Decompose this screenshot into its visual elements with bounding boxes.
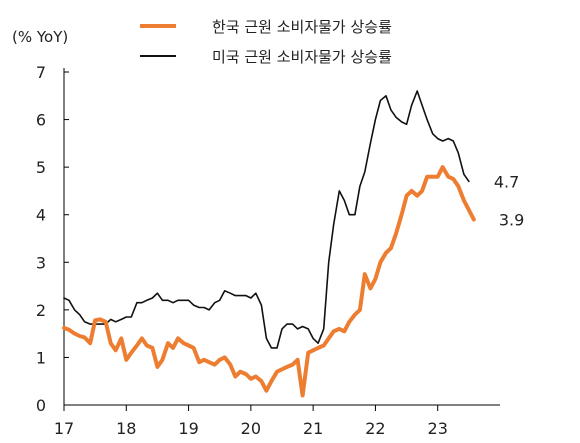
y-tick-label: 3 xyxy=(36,253,46,272)
y-tick-label: 0 xyxy=(36,396,46,415)
y-axis-label: (% YoY) xyxy=(12,28,68,46)
series-line-us xyxy=(63,90,470,349)
x-tick-label: 19 xyxy=(178,419,198,438)
x-tick-label: 22 xyxy=(365,419,385,438)
legend: 한국 근원 소비자물가 상승률 미국 근원 소비자물가 상승률 xyxy=(140,18,392,66)
x-tick-label: 20 xyxy=(241,419,261,438)
series-layer xyxy=(62,90,476,398)
y-tick-label: 4 xyxy=(36,206,46,225)
legend-label-korea: 한국 근원 소비자물가 상승률 xyxy=(212,18,392,36)
legend-label-us: 미국 근원 소비자물가 상승률 xyxy=(212,48,392,66)
y-tick-label: 2 xyxy=(36,301,46,320)
end-label-korea: 3.9 xyxy=(499,210,524,229)
y-tick-label: 5 xyxy=(36,158,46,177)
y-tick-label: 6 xyxy=(36,111,46,130)
x-tick-label: 23 xyxy=(428,419,448,438)
x-tick-label: 18 xyxy=(116,419,136,438)
y-tick-label: 7 xyxy=(36,63,46,82)
end-labels: 4.7 3.9 xyxy=(494,172,524,229)
series-line-korea xyxy=(62,165,476,398)
end-label-us: 4.7 xyxy=(494,172,519,191)
x-tick-label: 21 xyxy=(303,419,323,438)
x-tick-label: 17 xyxy=(54,419,74,438)
y-tick-label: 1 xyxy=(36,348,46,367)
